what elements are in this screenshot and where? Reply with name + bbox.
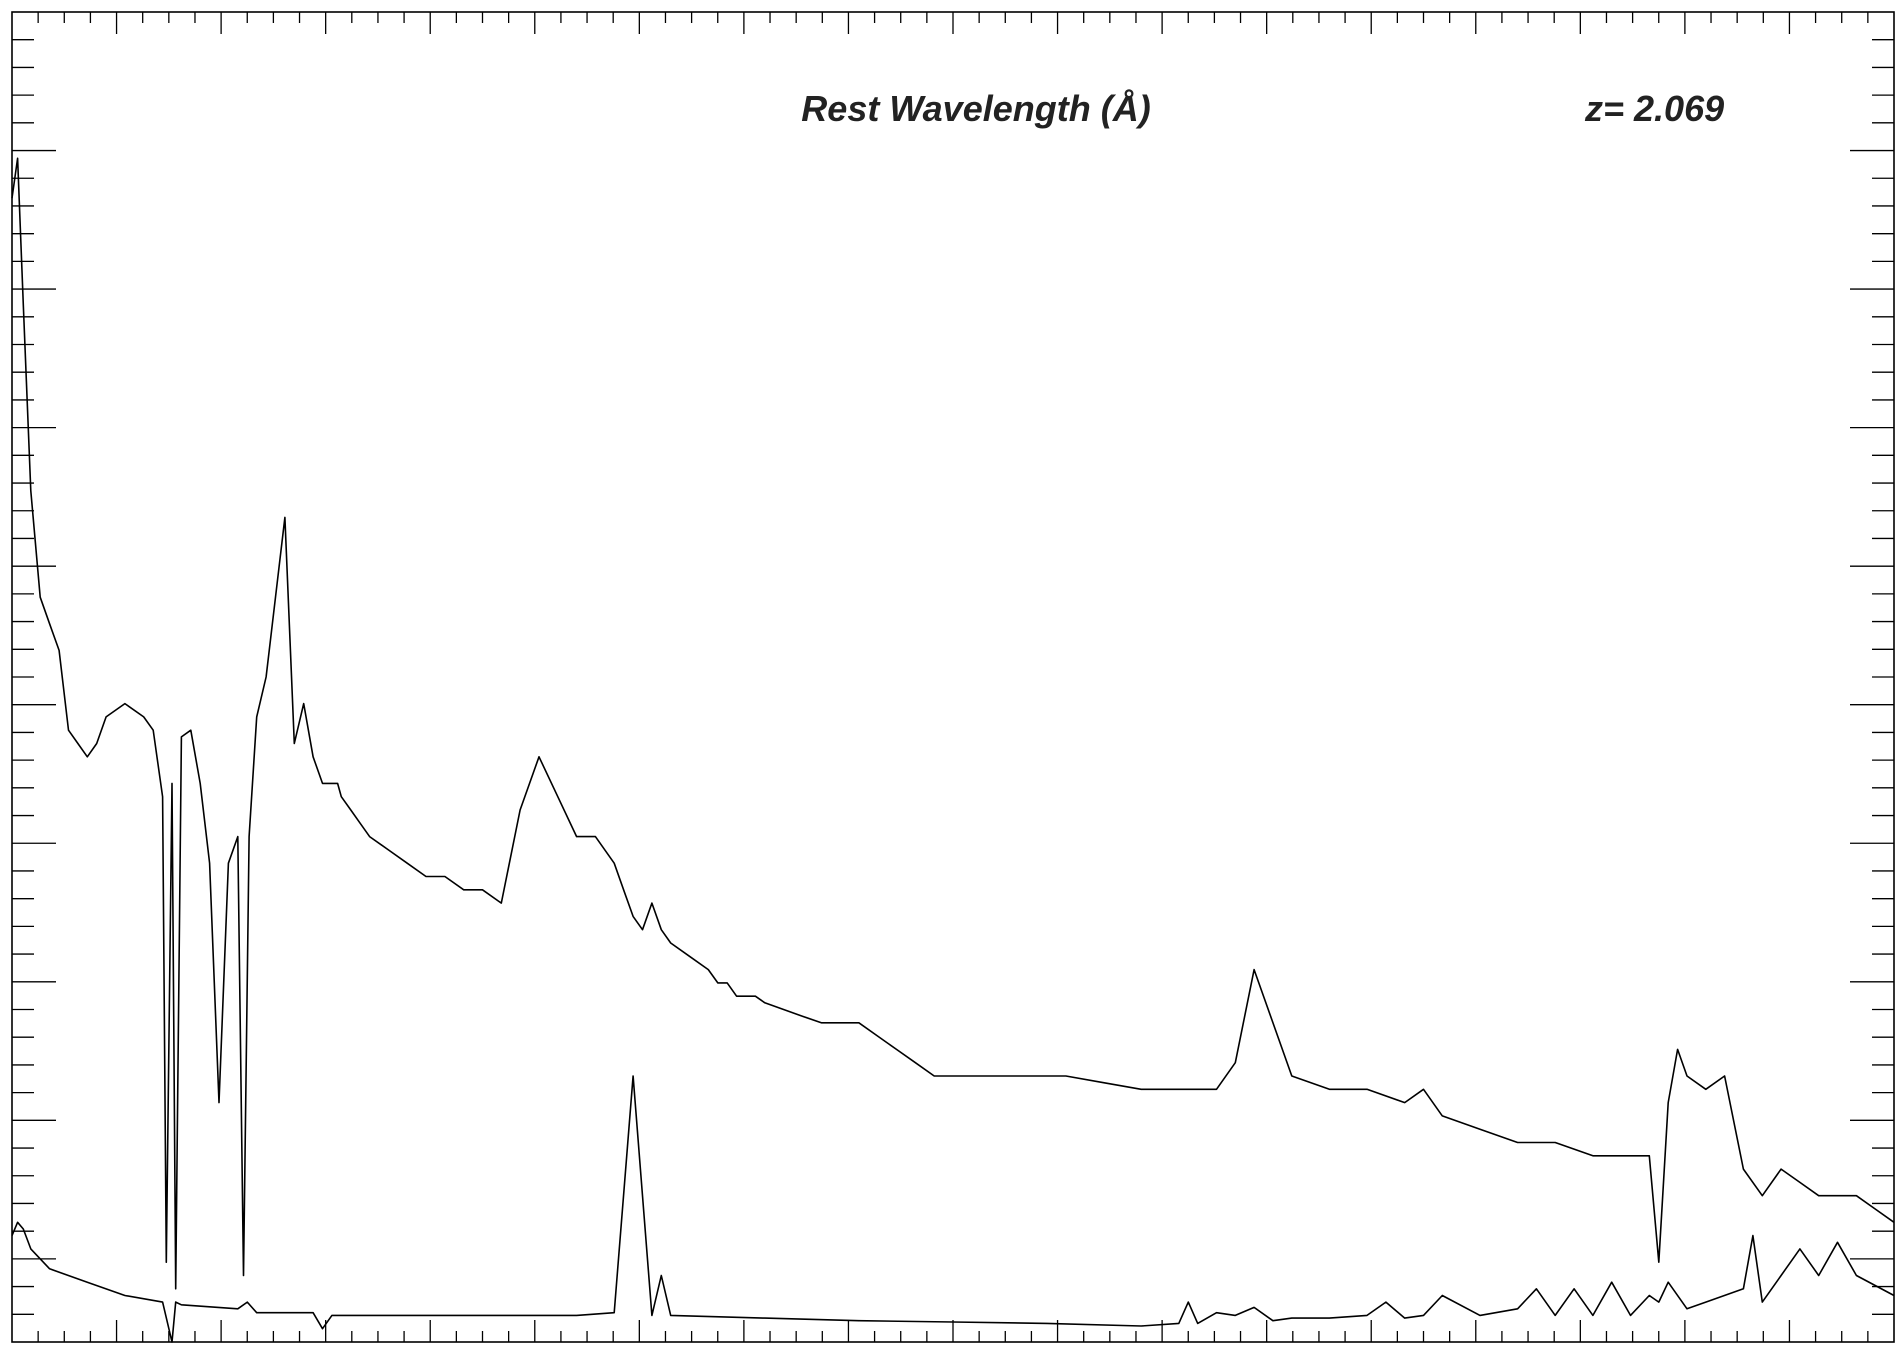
redshift-label: z= 2.069 [1584,88,1724,129]
spectrum-series [11,157,1895,1343]
axis-ticks [12,12,1894,1342]
spectrum-series-error [11,1075,1895,1343]
top-axis-label: Rest Wavelength (Å) [801,88,1150,129]
spectrum-series-flux [11,157,1895,1290]
